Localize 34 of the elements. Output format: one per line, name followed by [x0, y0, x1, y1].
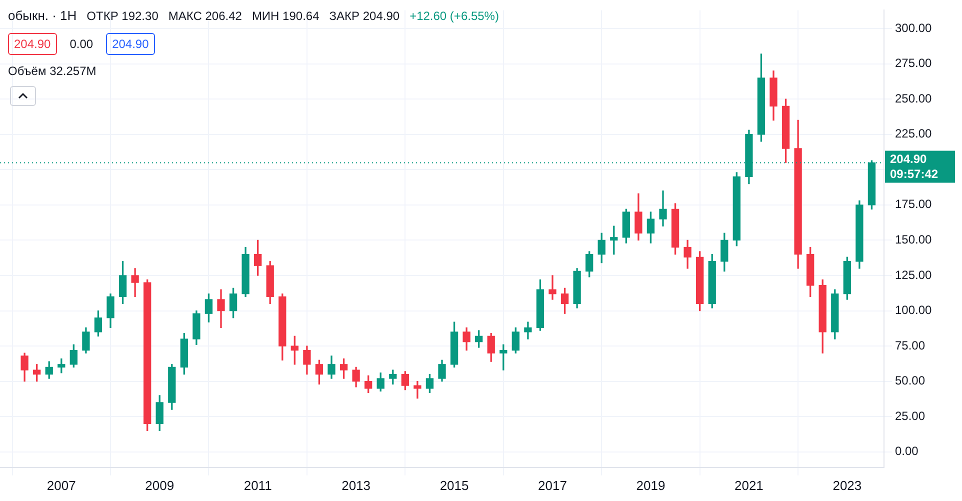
annotation: МАКС 206.42: [168, 8, 242, 22]
annotation: МИН 190.64: [252, 8, 320, 22]
x-tick-label: 2017: [538, 478, 567, 493]
y-tick-label: 50.00: [895, 374, 926, 388]
y-tick-label: 275.00: [895, 56, 932, 70]
x-tick-label: 2023: [832, 478, 862, 493]
y-tick-label: 250.00: [895, 91, 932, 106]
candlestick: [414, 380, 422, 399]
x-tick-label: 2009: [145, 478, 174, 493]
x-tick-label: 2011: [244, 478, 272, 493]
candlestick: [548, 275, 556, 300]
y-tick-label: 175.00: [895, 197, 932, 212]
y-tick-label: 225.00: [895, 126, 932, 141]
y-tick-label: 300.00: [895, 20, 932, 35]
x-tick-label: 2013: [342, 478, 371, 493]
chart-title: обыкн. · 1H: [8, 8, 77, 23]
annotation: ЗАКР 204.90: [329, 8, 400, 22]
y-tick-label: 100.00: [895, 303, 932, 318]
y-tick-label: 25.00: [895, 408, 926, 423]
x-tick-label: 2021: [734, 478, 764, 493]
annotation: ОТКР 192.30: [86, 8, 158, 22]
x-tick-label: 2019: [636, 478, 666, 493]
y-tick-label: 75.00: [895, 338, 926, 352]
ref-line-label: 204.90 09:57:42: [890, 152, 938, 182]
annotation: 0.00: [68, 36, 94, 53]
annotation: 204.90: [106, 33, 155, 55]
annotation: +12.60 (+6.55%): [410, 8, 499, 22]
x-tick-label: 2015: [440, 478, 469, 493]
y-tick-label: 0.00: [895, 444, 919, 458]
annotation: Объём 32.257M: [8, 64, 96, 78]
annotation: 204.90: [8, 33, 57, 55]
x-tick-label: 2007: [46, 478, 76, 493]
y-tick-label: 150.00: [895, 232, 932, 247]
y-tick-label: 125.00: [895, 268, 932, 282]
